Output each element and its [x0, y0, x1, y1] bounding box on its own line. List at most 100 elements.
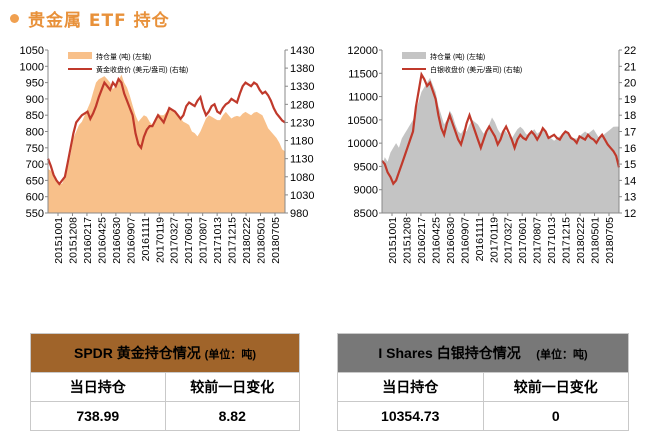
spdr-gold-table: SPDR 黄金持仓情况 (单位：吨) 当日持仓 较前一日变化 738.99 8.…	[30, 333, 300, 431]
y-right-tick-label: 1280	[290, 99, 314, 111]
y-left-tick-label: 900	[26, 94, 44, 106]
silver-etf-chart: 8500 9000 9500 10000 10500 11000 11500 12000 12 1…	[347, 45, 636, 264]
legend-label-holdings: 持仓量 (吨) (左轴)	[430, 52, 485, 61]
y-right-tick-label: 16	[624, 143, 636, 155]
x-tick-label: 20171215	[561, 217, 573, 264]
x-tick-label: 20170807	[198, 217, 210, 264]
x-tick-label: 20180501	[590, 217, 602, 264]
y-left-tick-label: 1000	[20, 61, 44, 73]
silver-col-holding: 当日持仓	[337, 372, 484, 402]
x-tick-label: 20160217	[416, 217, 428, 264]
spdr-gold-unit: (单位：吨)	[204, 349, 256, 361]
x-tick-label: 20151208	[401, 217, 413, 264]
y-right-tick-label: 1030	[290, 190, 314, 202]
y-left-tick-label: 550	[26, 208, 44, 220]
y-right-tick-label: 1130	[290, 154, 314, 166]
gold-change-value: 8.82	[164, 401, 300, 431]
y-right-tick-label: 1380	[290, 63, 314, 75]
holdings-area	[48, 74, 285, 213]
price-line	[46, 76, 286, 186]
x-tick-label: 20160425	[430, 217, 442, 264]
spdr-gold-table-header: SPDR 黄金持仓情况 (单位：吨)	[30, 333, 300, 373]
y-left-tick-label: 10500	[347, 115, 378, 127]
x-tick-label: 20170807	[532, 217, 544, 264]
y-left-tick-label: 800	[26, 127, 44, 139]
legend-label-price: 黄金收盘价 (美元/盎司) (右轴)	[96, 65, 188, 74]
x-tick-label: 20171013	[212, 217, 224, 264]
x-tick-label: 20151001	[53, 217, 65, 264]
y-right-tick-label: 22	[624, 45, 636, 57]
gold-holding-value: 738.99	[30, 401, 166, 431]
x-tick-label: 20161111	[140, 217, 152, 262]
y-left-tick-label: 700	[26, 159, 44, 171]
ishares-silver-table-header: I Shares 白银持仓情况 (单位：吨)	[337, 333, 629, 373]
section-title-row: 贵金属 ETF 持仓	[10, 4, 170, 32]
x-tick-label: 20160630	[445, 217, 457, 264]
y-left-tick-label: 750	[26, 143, 44, 155]
y-left-tick-label: 11000	[348, 92, 378, 104]
section-title: 贵金属 ETF 持仓	[28, 10, 170, 31]
legend-label-price: 白银收盘价 (美元/盎司) (右轴)	[430, 65, 522, 74]
x-tick-label: 20160217	[82, 217, 94, 264]
y-left-tick-label: 9000	[354, 185, 378, 197]
x-tick-label: 20180501	[256, 217, 268, 264]
x-tick-label: 20160425	[96, 217, 108, 264]
y-right-tick-label: 14	[624, 175, 636, 187]
x-tick-label: 20171215	[227, 217, 239, 264]
gold-col-change: 较前一日变化	[164, 372, 300, 402]
legend-swatch-area	[402, 52, 426, 59]
y-right-tick-label: 1230	[290, 117, 314, 129]
y-right-tick-label: 1430	[290, 45, 314, 57]
bullet-dot-icon	[10, 13, 19, 23]
silver-col-change: 较前一日变化	[482, 372, 629, 402]
y-right-tick-label: 980	[290, 208, 308, 220]
y-right-tick-label: 1330	[290, 81, 314, 93]
y-right-tick-label: 15	[624, 159, 636, 171]
x-tick-label: 20160630	[111, 217, 123, 264]
legend-swatch-area	[68, 52, 92, 59]
gold-col-holding: 当日持仓	[30, 372, 166, 402]
y-right-tick-label: 1180	[290, 136, 314, 148]
y-right-tick-label: 1080	[290, 172, 314, 184]
x-tick-label: 20180705	[270, 217, 282, 264]
spdr-gold-title: SPDR 黄金持仓情况	[73, 345, 201, 361]
x-tick-label: 20180222	[575, 217, 587, 264]
silver-holding-value: 10354.73	[337, 401, 484, 431]
y-right-tick-label: 17	[624, 127, 636, 139]
ishares-silver-table: I Shares 白银持仓情况 (单位：吨) 当日持仓 较前一日变化 10354…	[337, 333, 629, 431]
y-right-tick-label: 18	[624, 110, 636, 122]
x-tick-label: 20170327	[169, 217, 181, 264]
x-tick-label: 20170119	[154, 217, 166, 263]
y-right-tick-label: 13	[624, 192, 636, 204]
silver-change-value: 0	[482, 401, 629, 431]
y-left-tick-label: 9500	[354, 161, 378, 173]
x-tick-label: 20170601	[517, 217, 529, 264]
y-right-tick-label: 12	[624, 208, 636, 220]
y-right-tick-label: 20	[624, 78, 636, 90]
price-line	[381, 71, 621, 186]
y-left-tick-label: 1050	[20, 45, 44, 57]
x-tick-label: 20161111	[474, 217, 486, 262]
gold-etf-chart: 550 600 650 700 750 800 850 900 950 1000 1050 980 10…	[20, 45, 315, 264]
y-left-tick-label: 650	[26, 175, 44, 187]
x-tick-label: 20160907	[459, 217, 471, 264]
y-left-tick-label: 11500	[348, 68, 378, 80]
x-tick-label: 20171013	[546, 217, 558, 264]
y-right-tick-label: 19	[624, 94, 636, 106]
holdings-area	[382, 77, 619, 214]
y-left-tick-label: 10000	[347, 138, 378, 150]
x-tick-label: 20180222	[241, 217, 253, 264]
x-tick-label: 20170119	[488, 217, 500, 263]
y-right-tick-label: 21	[624, 61, 636, 73]
ishares-silver-title: I Shares 白银持仓情况	[378, 345, 521, 361]
x-tick-label: 20180705	[604, 217, 616, 264]
legend-label-holdings: 持仓量 (吨) (左轴)	[96, 52, 151, 61]
x-tick-label: 20160907	[125, 217, 137, 264]
x-tick-label: 20170601	[183, 217, 195, 264]
y-left-tick-label: 12000	[347, 45, 378, 57]
y-left-tick-label: 8500	[354, 208, 378, 220]
ishares-silver-unit: (单位：吨)	[536, 349, 588, 361]
x-tick-label: 20151001	[387, 217, 399, 264]
x-tick-label: 20151208	[67, 217, 79, 264]
y-left-tick-label: 950	[26, 78, 44, 90]
